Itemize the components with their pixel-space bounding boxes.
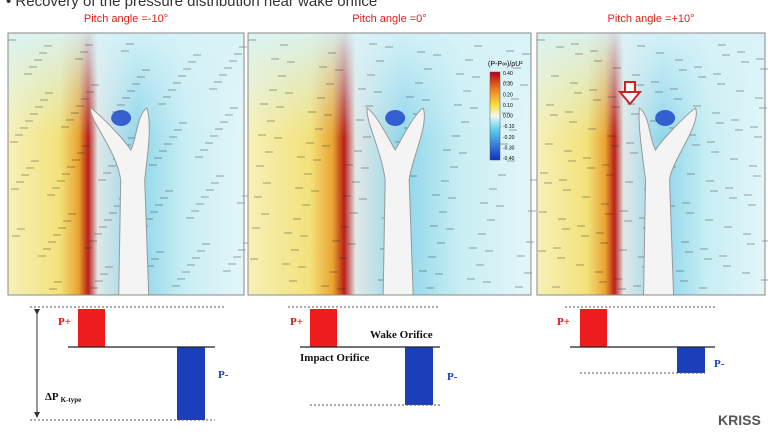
panel-border	[7, 32, 245, 296]
negative-bar	[177, 347, 205, 420]
p-plus-label: P+	[58, 316, 71, 328]
colorbar-tick: -0.10	[503, 124, 515, 130]
colorbar	[489, 71, 501, 161]
probe	[638, 107, 697, 296]
p-minus-label: P-	[447, 371, 458, 383]
slide-title: • Recovery of the pressure distribution …	[6, 0, 377, 10]
positive-bar	[78, 309, 105, 347]
low-pressure	[385, 110, 406, 126]
arrow	[617, 81, 643, 106]
colorbar-tick: -0.20	[503, 135, 515, 141]
delta-label: ΔP K-type	[45, 391, 81, 404]
probe	[90, 107, 150, 296]
colorbar-tick: 0.30	[503, 82, 513, 88]
p-minus-label: P-	[218, 369, 229, 381]
impact-label: Impact Orifice	[300, 352, 369, 364]
p-plus-label: P+	[557, 316, 570, 328]
colorbar-tick: -0.30	[503, 145, 515, 151]
negative-bar	[405, 347, 433, 405]
colorbar-tick: 0.20	[503, 92, 513, 98]
colorbar-tick: 0.10	[503, 103, 513, 109]
panel-border	[536, 32, 766, 296]
negative-bar	[677, 347, 705, 373]
positive-bar	[580, 309, 607, 347]
wake-label: Wake Orifice	[370, 329, 433, 341]
colorbar-title: (P-P∞)/ρU²	[488, 61, 523, 68]
positive-bar	[310, 309, 337, 347]
colorbar-tick: -0.40	[503, 156, 515, 162]
low-pressure	[111, 110, 132, 126]
p-minus-label: P-	[714, 358, 725, 370]
colorbar-tick: 0.40	[503, 71, 513, 77]
low-pressure	[655, 110, 676, 126]
logo: KRISS	[718, 412, 761, 428]
panel-label: Pitch angle =+10°	[608, 13, 695, 25]
panel-label: Pitch angle =0°	[352, 13, 426, 25]
p-plus-label: P+	[290, 316, 303, 328]
delta-symbol: ΔP	[45, 391, 59, 403]
probe	[366, 107, 425, 296]
panel-border	[247, 32, 532, 296]
delta-subscript: K-type	[61, 396, 82, 404]
colorbar-tick: 0.00	[503, 114, 513, 120]
panel-label: Pitch angle =-10°	[84, 13, 168, 25]
